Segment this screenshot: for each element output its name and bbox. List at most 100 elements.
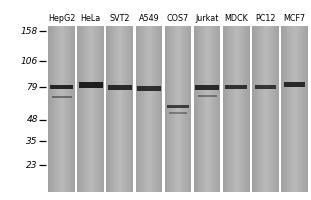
Bar xyxy=(82,26,83,192)
Bar xyxy=(147,26,148,192)
Bar xyxy=(54,26,55,192)
Bar xyxy=(137,86,161,91)
Bar xyxy=(121,26,122,192)
Bar xyxy=(77,26,78,192)
Bar xyxy=(97,26,98,192)
Bar xyxy=(182,26,183,192)
Bar xyxy=(265,26,266,192)
Bar xyxy=(123,26,124,192)
Bar xyxy=(149,26,150,192)
Bar xyxy=(301,26,302,192)
Bar xyxy=(85,26,86,192)
Bar xyxy=(113,26,114,192)
Bar xyxy=(49,26,50,192)
Bar xyxy=(160,26,161,192)
Bar xyxy=(297,26,298,192)
Text: 23: 23 xyxy=(26,160,38,170)
Bar xyxy=(130,26,131,192)
Bar xyxy=(79,26,80,192)
Bar xyxy=(180,26,181,192)
Bar xyxy=(284,82,305,87)
Bar xyxy=(90,26,91,192)
Bar xyxy=(217,26,218,192)
Bar xyxy=(50,85,73,89)
Bar xyxy=(144,26,145,192)
Bar xyxy=(61,26,62,192)
Bar xyxy=(181,26,182,192)
Bar xyxy=(154,26,155,192)
Bar xyxy=(213,26,214,192)
Bar xyxy=(167,105,189,108)
Bar xyxy=(84,26,85,192)
Bar xyxy=(106,26,107,192)
Bar xyxy=(107,26,108,192)
Bar xyxy=(128,26,129,192)
Bar xyxy=(290,26,291,192)
Bar xyxy=(110,26,111,192)
Bar xyxy=(303,26,304,192)
Bar xyxy=(94,26,95,192)
Bar xyxy=(195,26,196,192)
Bar xyxy=(188,26,189,192)
Bar xyxy=(304,26,305,192)
Bar xyxy=(236,26,237,192)
Bar xyxy=(171,26,172,192)
Bar xyxy=(261,26,262,192)
Bar xyxy=(95,26,96,192)
Text: SVT2: SVT2 xyxy=(109,14,130,23)
Text: HepG2: HepG2 xyxy=(48,14,75,23)
Bar xyxy=(269,26,270,192)
Bar xyxy=(238,26,239,192)
Bar xyxy=(298,26,299,192)
Bar xyxy=(205,26,206,192)
Bar xyxy=(307,26,308,192)
Bar xyxy=(155,26,156,192)
Bar xyxy=(201,26,202,192)
Bar xyxy=(98,26,99,192)
Bar xyxy=(246,26,247,192)
Bar xyxy=(223,26,224,192)
Bar xyxy=(231,26,232,192)
Bar xyxy=(207,26,208,192)
Bar xyxy=(237,26,238,192)
Bar xyxy=(179,26,180,192)
Bar xyxy=(235,26,236,192)
Bar xyxy=(99,26,100,192)
Bar xyxy=(287,26,288,192)
Text: MDCK: MDCK xyxy=(225,14,248,23)
Bar xyxy=(62,26,63,192)
Bar xyxy=(208,26,209,192)
Bar xyxy=(190,26,191,192)
Bar xyxy=(80,26,81,192)
Bar xyxy=(242,26,243,192)
Bar xyxy=(294,26,295,192)
Bar xyxy=(215,26,216,192)
Bar xyxy=(239,26,240,192)
Bar xyxy=(142,26,143,192)
Bar xyxy=(89,26,90,192)
Bar xyxy=(70,26,71,192)
Bar xyxy=(202,26,203,192)
Bar xyxy=(273,26,274,192)
Bar xyxy=(146,26,147,192)
Bar xyxy=(51,26,52,192)
Bar xyxy=(248,26,249,192)
Bar xyxy=(53,26,54,192)
Bar xyxy=(158,26,159,192)
Bar xyxy=(295,26,296,192)
Bar xyxy=(264,26,265,192)
Bar xyxy=(255,85,276,89)
Bar xyxy=(141,26,142,192)
Bar xyxy=(137,26,138,192)
Bar xyxy=(168,26,169,192)
Bar xyxy=(48,26,49,192)
Bar xyxy=(114,26,115,192)
Bar xyxy=(78,26,79,192)
Text: A549: A549 xyxy=(138,14,159,23)
Bar xyxy=(166,26,167,192)
Bar xyxy=(197,26,198,192)
Bar xyxy=(199,26,200,192)
Bar xyxy=(274,26,275,192)
Bar xyxy=(185,26,186,192)
Bar xyxy=(87,26,88,192)
